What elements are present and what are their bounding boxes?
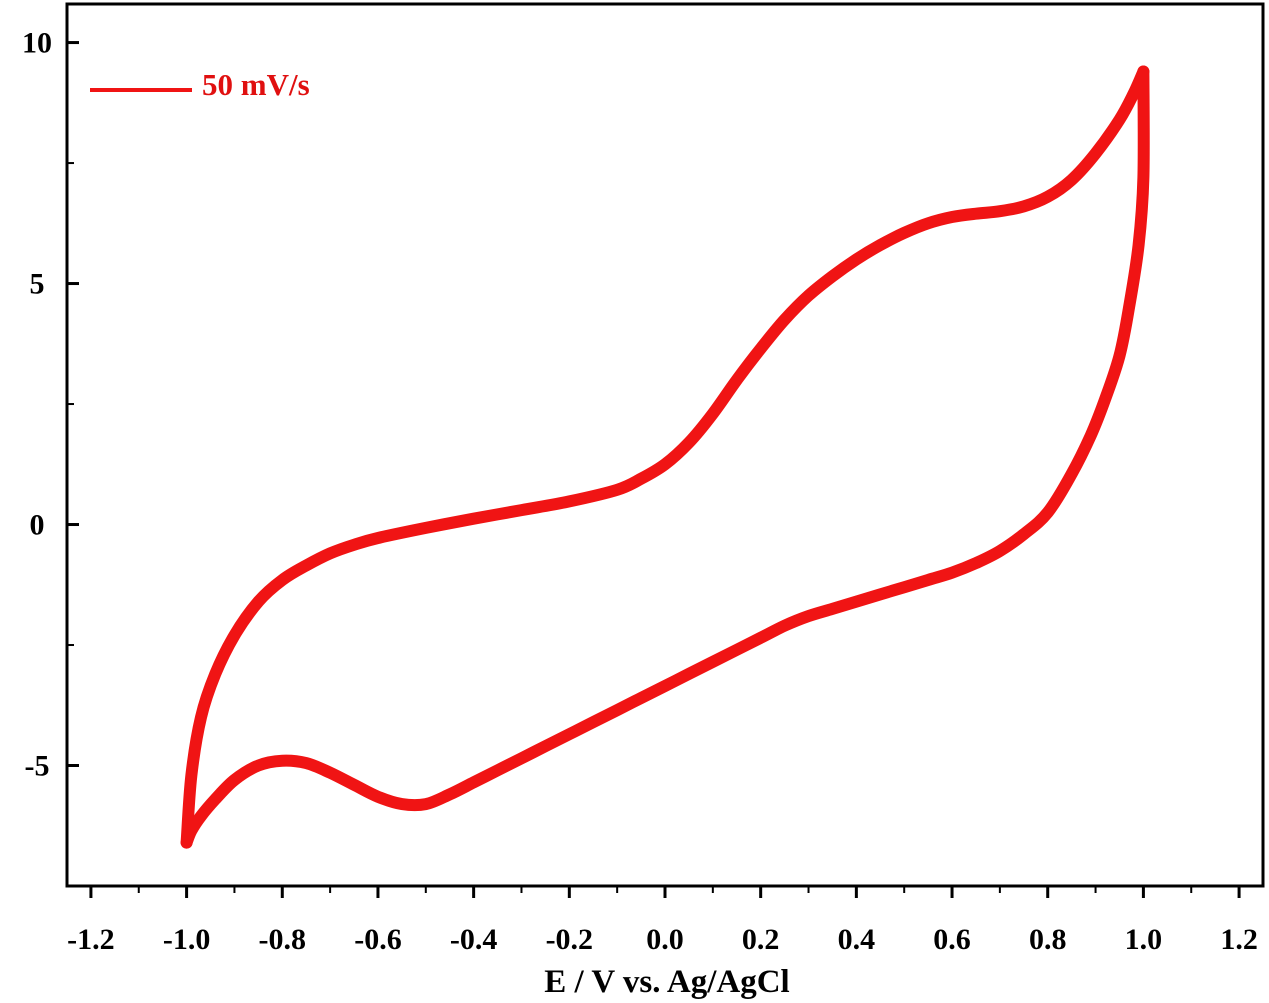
x-tick-label: 0.6 — [933, 923, 971, 956]
x-tick-label: 0.2 — [742, 923, 780, 956]
y-tick-label: -5 — [25, 750, 50, 783]
x-tick-label: 1.0 — [1125, 923, 1163, 956]
y-tick-label: 5 — [30, 268, 45, 301]
x-tick-label: 1.2 — [1220, 923, 1258, 956]
series-layer — [180, 65, 1150, 849]
x-tick-label: -1.0 — [163, 923, 211, 956]
legend-label: 50 mV/s — [202, 67, 310, 102]
legend: 50 mV/s — [90, 67, 310, 102]
x-tick-label: -1.2 — [67, 923, 115, 956]
x-tick-label: -0.2 — [546, 923, 594, 956]
y-tick-label: 0 — [30, 509, 45, 542]
series-line-forward-scan — [180, 65, 1150, 849]
series-line-reverse-scan — [180, 65, 1150, 849]
x-tick-label: 0.0 — [646, 923, 684, 956]
y-axis-ticks: -5 0 5 10 — [22, 27, 79, 887]
x-tick-label: 0.8 — [1029, 923, 1067, 956]
x-axis-ticks: -1.2 -1.0 -0.8 -0.6 -0.4 -0.2 0.0 0.2 0.4 0.6 0.8 1… — [67, 886, 1258, 956]
x-tick-label: -0.6 — [354, 923, 402, 956]
y-tick-label: 10 — [22, 27, 52, 60]
x-axis-label: E / V vs. Ag/AgCl — [544, 964, 789, 1000]
x-tick-label: 0.4 — [838, 923, 876, 956]
x-tick-label: -0.8 — [259, 923, 307, 956]
x-tick-label: -0.4 — [450, 923, 498, 956]
